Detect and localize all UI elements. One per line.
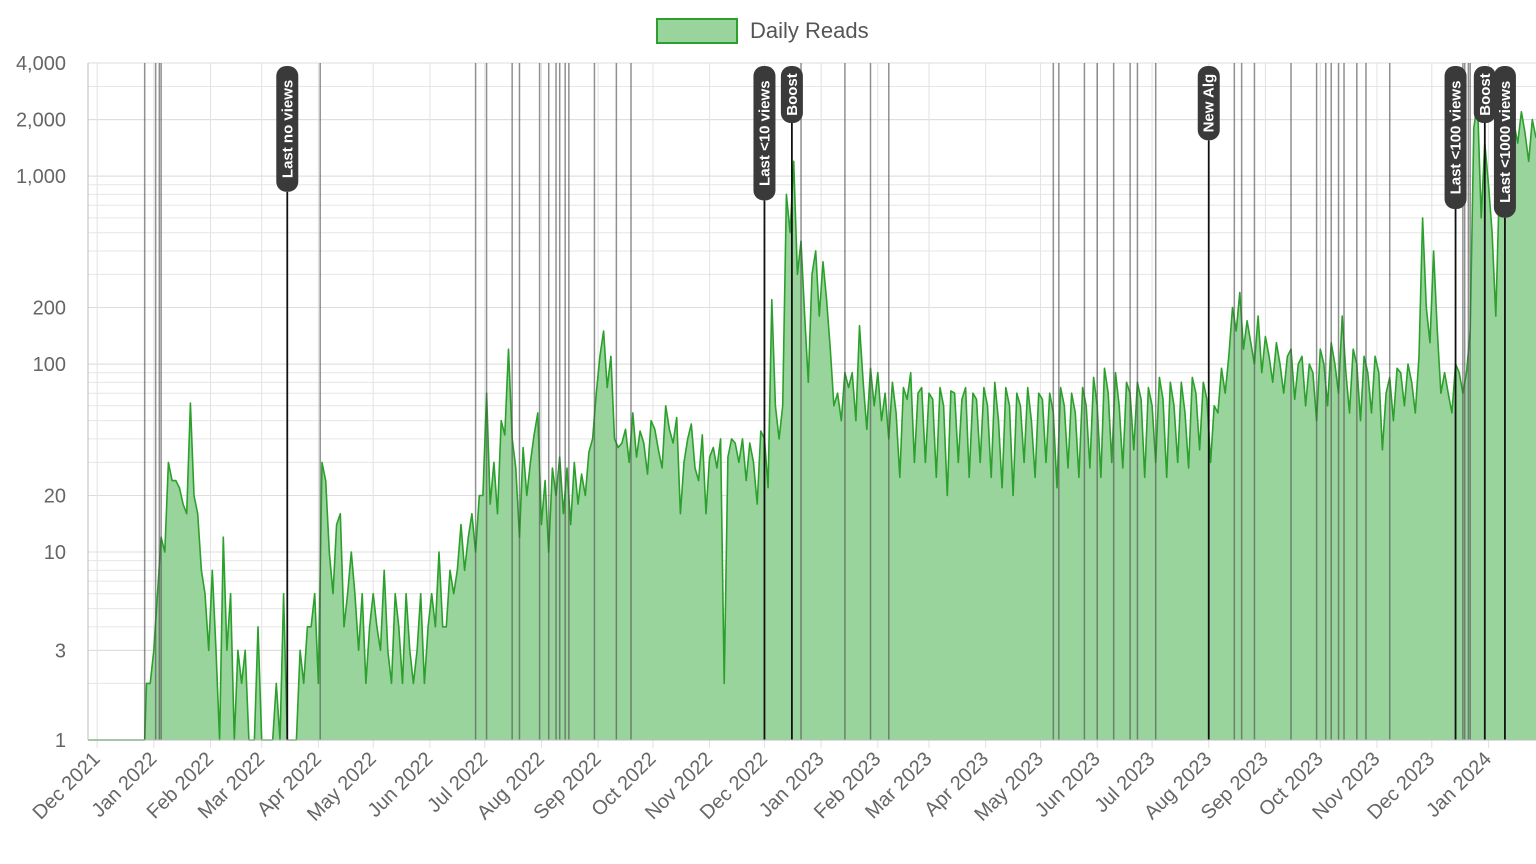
annotation-pill xyxy=(1444,66,1467,209)
annotation-label: Last <100 views xyxy=(1448,81,1465,195)
y-tick-label: 1 xyxy=(55,730,66,752)
annotation-pill xyxy=(753,66,776,201)
y-tick-label: 20 xyxy=(44,485,66,507)
annotation-label: Boost xyxy=(784,73,801,116)
annotation-label: New Alg xyxy=(1201,74,1218,133)
daily-reads-line xyxy=(88,100,1536,741)
annotation-pill xyxy=(276,66,299,192)
annotation-pill xyxy=(1197,66,1220,141)
annotation-pill xyxy=(1473,66,1496,123)
annotation-label: Last no views xyxy=(279,80,296,178)
annotation-pill xyxy=(1493,66,1516,218)
y-tick-label: 1,000 xyxy=(16,166,66,188)
event-lines xyxy=(143,63,1471,740)
annotation-label: Boost xyxy=(1477,73,1494,116)
legend-label-daily-reads[interactable]: Daily Reads xyxy=(750,18,869,43)
legend-swatch-daily-reads[interactable] xyxy=(656,18,738,44)
y-tick-label: 4,000 xyxy=(16,53,66,75)
data-area xyxy=(88,100,1536,741)
annotation-label: Last <10 views xyxy=(756,80,773,185)
y-tick-label: 100 xyxy=(33,354,66,376)
y-tick-label: 2,000 xyxy=(16,110,66,132)
y-tick-label: 10 xyxy=(44,542,66,564)
y-tick-label: 200 xyxy=(33,298,66,320)
annotation-label: Last <1000 views xyxy=(1497,81,1514,203)
y-tick-label: 3 xyxy=(55,640,66,662)
legend[interactable]: Daily Reads xyxy=(656,18,869,44)
annotation-pill xyxy=(780,66,803,123)
annotations: Last no views Last <10 views Boost New Alg L… xyxy=(276,66,1516,740)
